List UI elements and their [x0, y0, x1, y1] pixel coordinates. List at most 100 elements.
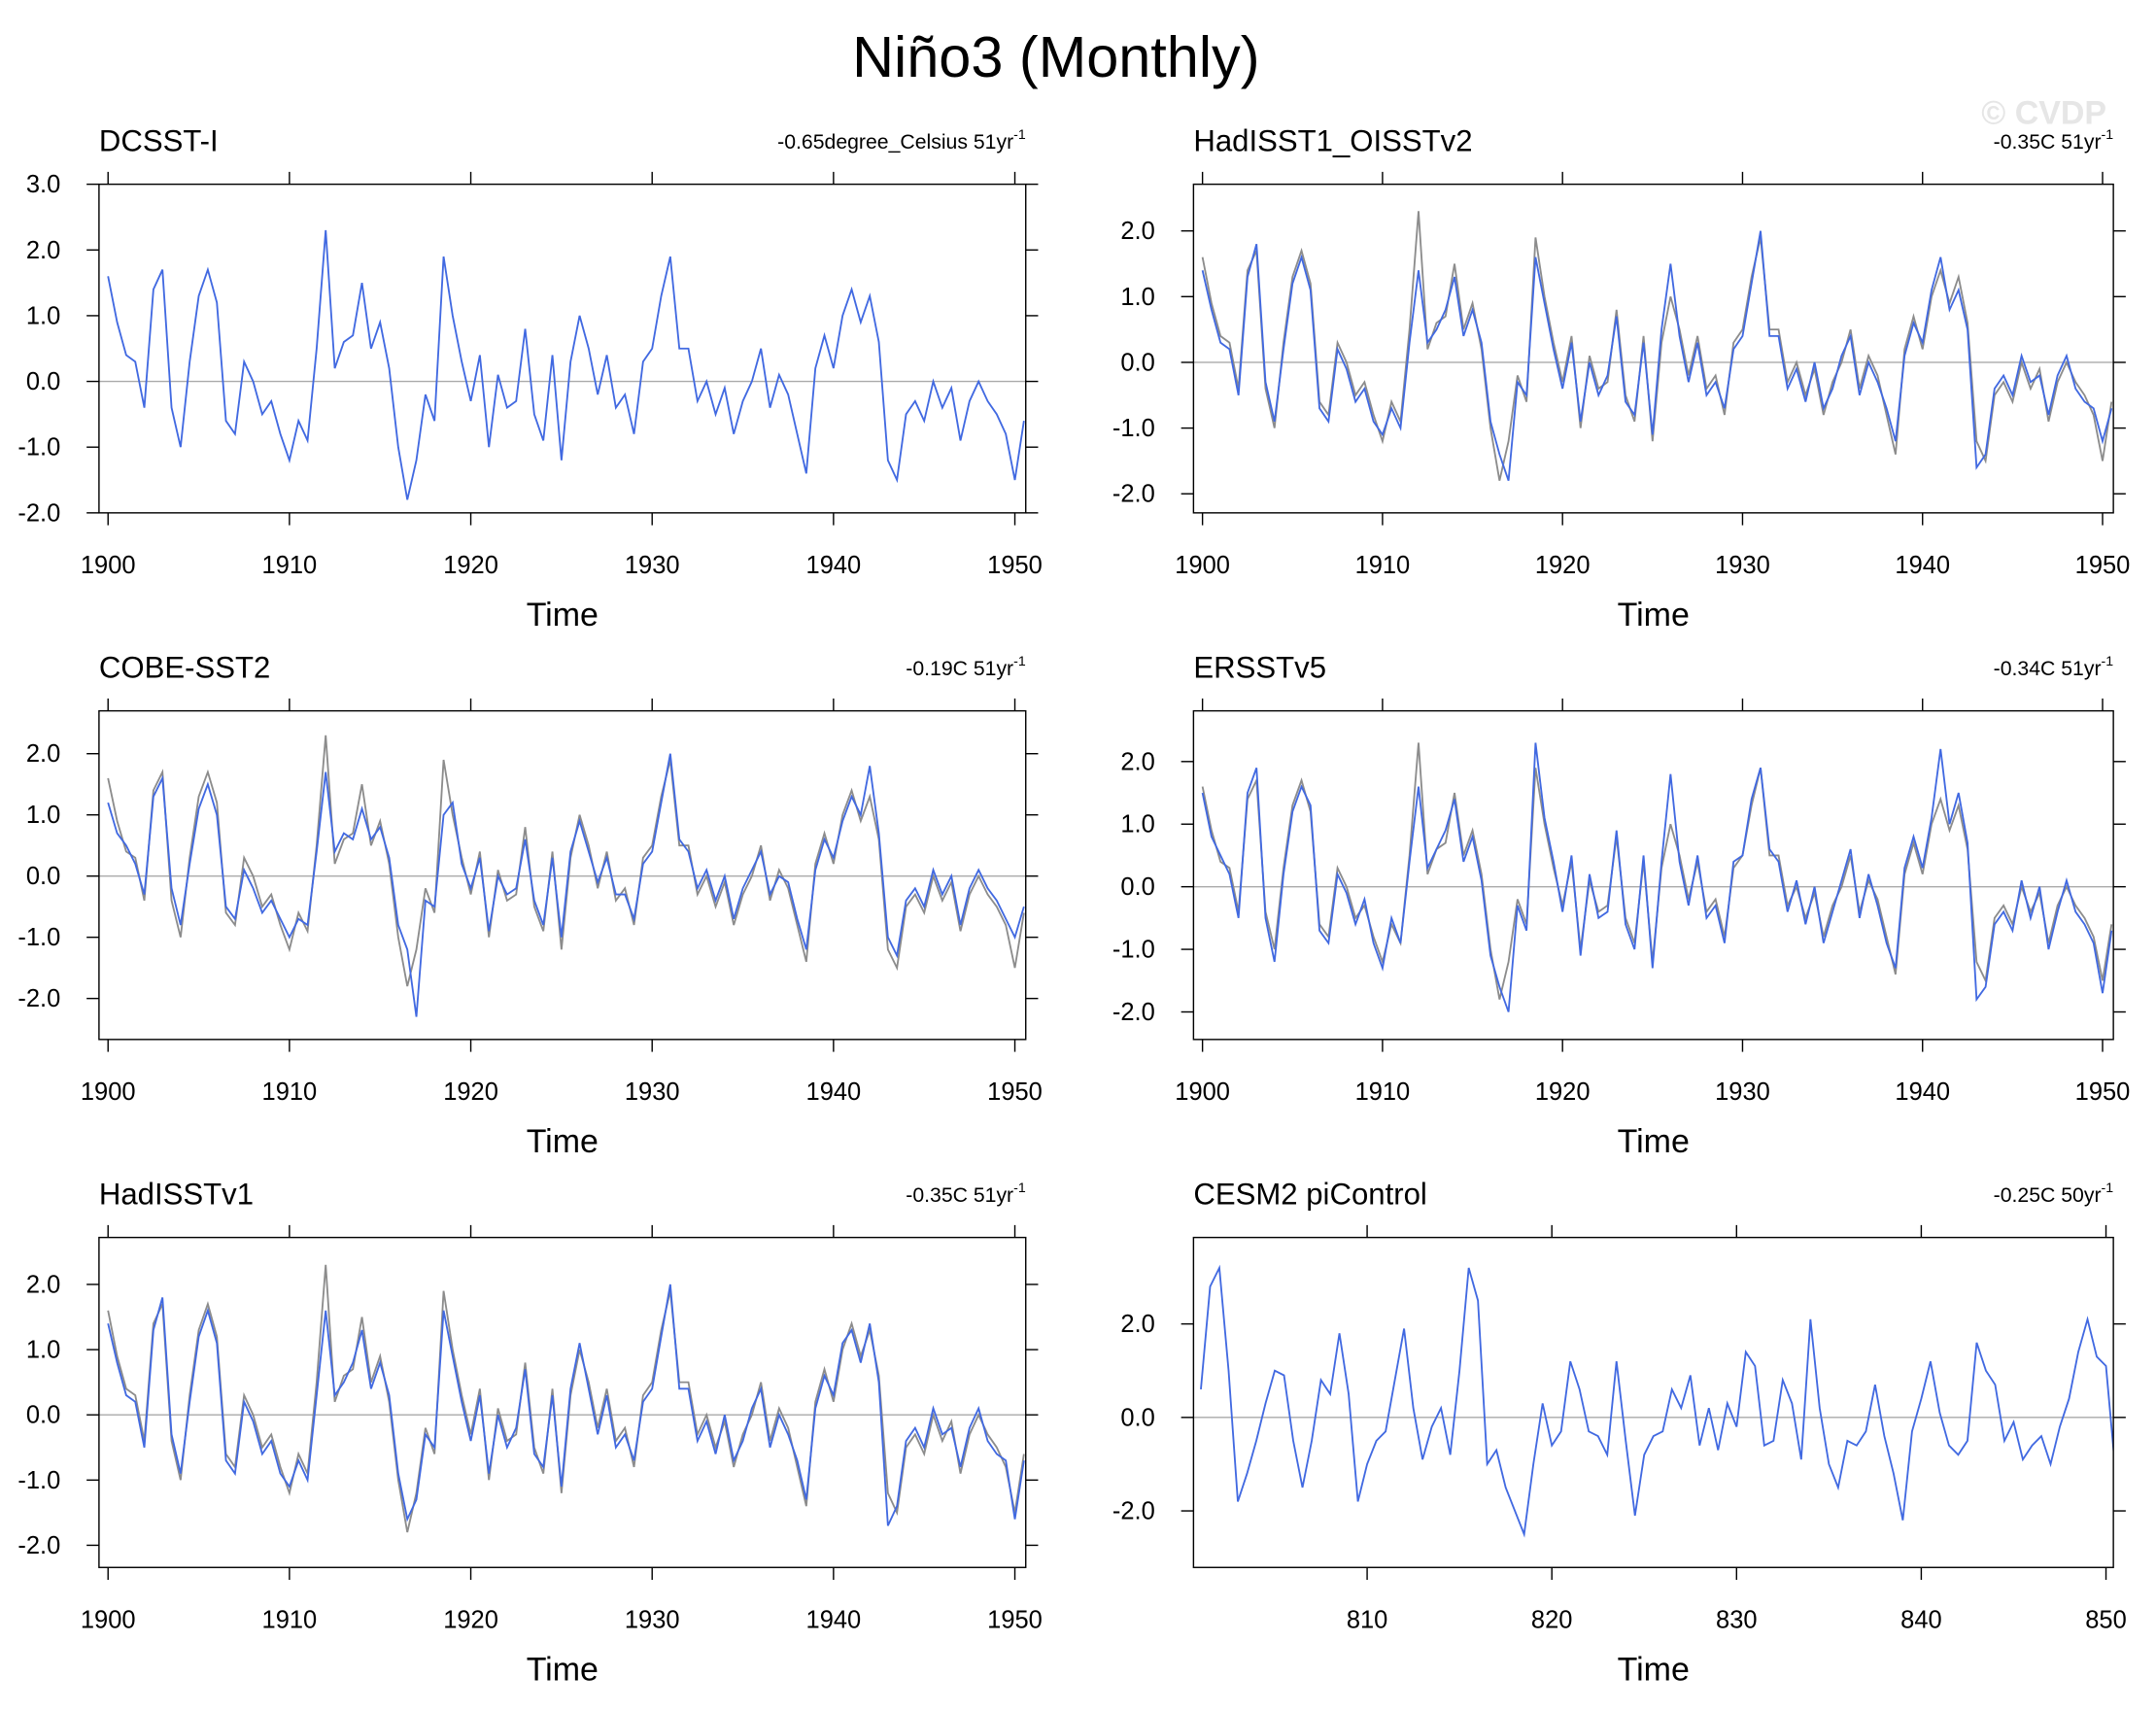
y-tick-label: -2.0: [17, 1532, 60, 1559]
plot-frame: [1192, 709, 2114, 1041]
panel-title: COBE-SST2: [99, 651, 270, 685]
y-tick-label: 2.0: [1120, 748, 1154, 775]
x-axis-label: Time: [527, 1651, 599, 1688]
panel: ERSSTv5 -0.34C 51yr-1 -2.0 -1.0 0.0 1.0 2.0 190…: [1112, 651, 2130, 1160]
annotation-superscript: -1: [1013, 1180, 1026, 1195]
plot-frame: [98, 183, 1027, 514]
series-line: [107, 229, 1025, 500]
x-tick-label: 1930: [625, 1607, 680, 1634]
x-tick-label: 1900: [1175, 552, 1230, 579]
x-tick-label: 810: [1347, 1607, 1388, 1634]
panel-annotation: -0.65degree_Celsius 51yr-1: [777, 126, 1026, 154]
annotation-text: -0.25C 50yr: [1994, 1184, 2102, 1207]
y-tick-label: -1.0: [17, 924, 60, 951]
panel: CESM2 piControl -0.25C 50yr-1 -2.0 0.0 2.0 81…: [1112, 1178, 2127, 1689]
panel: HadISST1_OISSTv2 -0.35C 51yr-1 -2.0 -1.0 0.0…: [1112, 124, 2130, 633]
panel-title: ERSSTv5: [1193, 651, 1326, 685]
x-tick-label: 1940: [1895, 1078, 1950, 1106]
annotation-superscript: -1: [2102, 1180, 2114, 1195]
panel-title: CESM2 piControl: [1193, 1178, 1426, 1212]
y-tick-label: 0.0: [1120, 873, 1154, 901]
series-line: [107, 1283, 1025, 1526]
x-tick-label: 1920: [443, 1078, 498, 1106]
panel-title: DCSST-I: [99, 124, 219, 158]
panel: DCSST-I -0.65degree_Celsius 51yr-1 -2.0 -1.…: [17, 124, 1042, 633]
watermark: © CVDP: [1981, 94, 2106, 131]
annotation-text: -0.19C 51yr: [906, 658, 1013, 680]
x-axis-label: Time: [527, 1123, 599, 1160]
y-tick-label: -2.0: [17, 499, 60, 527]
y-tick-label: 1.0: [1120, 811, 1154, 838]
x-tick-label: 1940: [806, 1607, 862, 1634]
x-tick-label: 1950: [2075, 1078, 2131, 1106]
x-tick-label: 1930: [625, 552, 680, 579]
x-tick-label: 1920: [443, 1607, 498, 1634]
y-tick-label: -1.0: [17, 1467, 60, 1494]
x-tick-label: 850: [2085, 1607, 2127, 1634]
annotation-text: -0.35C 51yr: [906, 1184, 1013, 1207]
x-axis-label: Time: [1618, 1651, 1690, 1688]
y-tick-label: -1.0: [1112, 415, 1155, 442]
x-tick-label: 1920: [1535, 1078, 1591, 1106]
x-tick-label: 1900: [81, 1078, 136, 1106]
panel-annotation: -0.35C 51yr-1: [906, 1180, 1026, 1207]
y-tick-label: -2.0: [1112, 1498, 1155, 1525]
x-axis-label: Time: [1618, 1123, 1690, 1160]
plot-frame: [98, 1236, 1027, 1568]
plot-frame: [98, 709, 1027, 1041]
series-line: [107, 753, 1025, 1017]
y-tick-label: 1.0: [26, 802, 60, 829]
x-tick-label: 1910: [1355, 1078, 1411, 1106]
series-line: [1200, 1264, 2114, 1538]
y-tick-label: 1.0: [26, 1337, 60, 1364]
y-tick-label: 0.0: [26, 1402, 60, 1429]
annotation-superscript: -1: [1013, 126, 1026, 142]
y-tick-label: -2.0: [1112, 999, 1155, 1026]
panel: HadISSTv1 -0.35C 51yr-1 -2.0 -1.0 0.0 1.0 2.0 1…: [17, 1178, 1042, 1689]
y-tick-label: 0.0: [26, 863, 60, 890]
y-tick-label: -2.0: [1112, 481, 1155, 508]
panel-title: HadISSTv1: [99, 1178, 254, 1212]
y-tick-label: 0.0: [1120, 349, 1154, 376]
y-tick-label: 2.0: [26, 237, 60, 264]
annotation-superscript: -1: [2102, 126, 2114, 142]
x-tick-label: 1950: [987, 1607, 1043, 1634]
panel-annotation: -0.35C 51yr-1: [1994, 126, 2114, 154]
x-tick-label: 1900: [81, 552, 136, 579]
y-tick-label: 1.0: [26, 302, 60, 329]
plot-frame: [1192, 183, 2114, 514]
x-tick-label: 840: [1900, 1607, 1942, 1634]
y-tick-label: 2.0: [1120, 1311, 1154, 1338]
x-tick-label: 1910: [262, 552, 318, 579]
y-tick-label: 2.0: [26, 1271, 60, 1298]
annotation-text: -0.65degree_Celsius 51yr: [777, 131, 1013, 154]
y-tick-label: 0.0: [26, 368, 60, 395]
panel-annotation: -0.19C 51yr-1: [906, 653, 1026, 680]
x-tick-label: 1940: [1895, 552, 1950, 579]
y-tick-label: 2.0: [26, 740, 60, 768]
panel-annotation: -0.34C 51yr-1: [1994, 653, 2114, 680]
panel-annotation: -0.25C 50yr-1: [1994, 1180, 2114, 1207]
annotation-text: -0.35C 51yr: [1994, 131, 2102, 154]
figure-title: Niño3 (Monthly): [852, 24, 1259, 89]
x-tick-label: 1910: [1355, 552, 1411, 579]
series-line: [107, 735, 1025, 987]
x-tick-label: 1900: [1175, 1078, 1230, 1106]
y-tick-label: -1.0: [17, 434, 60, 462]
series-line: [1201, 742, 2113, 1012]
x-axis-label: Time: [1618, 597, 1690, 633]
y-tick-label: 1.0: [1120, 284, 1154, 311]
x-tick-label: 1930: [1715, 552, 1770, 579]
annotation-text: -0.34C 51yr: [1994, 658, 2102, 680]
y-tick-label: -2.0: [17, 985, 60, 1012]
x-tick-label: 1950: [2075, 552, 2131, 579]
annotation-superscript: -1: [1013, 653, 1026, 668]
x-tick-label: 1940: [806, 1078, 862, 1106]
y-tick-label: 0.0: [1120, 1404, 1154, 1431]
x-tick-label: 1910: [262, 1607, 318, 1634]
x-tick-label: 1930: [625, 1078, 680, 1106]
x-axis-label: Time: [527, 597, 599, 633]
y-tick-label: 3.0: [26, 171, 60, 198]
